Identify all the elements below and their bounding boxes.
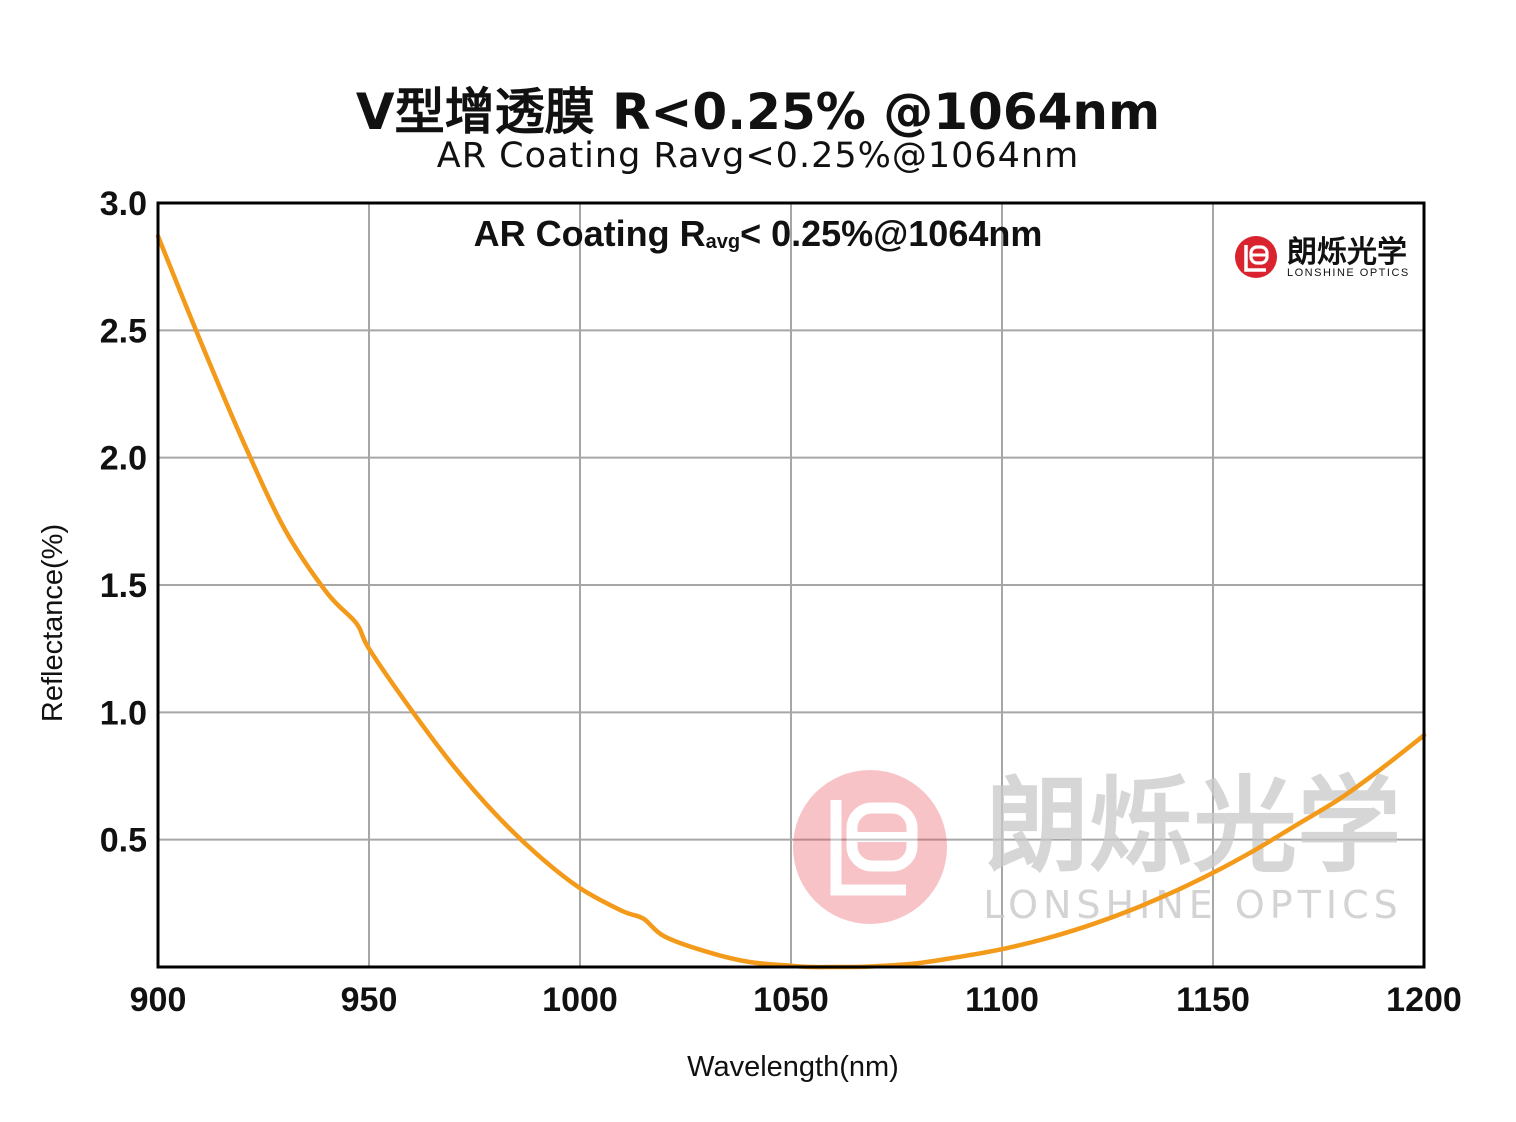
plot-annotation: AR Coating Ravg< 0.25%@1064nm: [474, 213, 1043, 254]
watermark-logo-icon: [793, 770, 947, 924]
y-tick-label: 3.0: [100, 185, 147, 223]
y-tick-label: 0.5: [100, 822, 147, 860]
x-tick-label: 1200: [1386, 981, 1462, 1019]
brand-logo: 朗烁光学 LONSHINE OPTICS: [1235, 235, 1410, 279]
x-tick-label: 1150: [1176, 981, 1250, 1019]
watermark-cn: 朗烁光学: [985, 765, 1401, 887]
y-tick-label: 2.0: [100, 440, 147, 478]
x-axis-ticks: 900 950 1000 1050 1100 1150 1200: [130, 981, 1462, 1019]
annotation-subscript: avg: [706, 231, 740, 253]
logo-icon: [1235, 236, 1277, 278]
reflectance-curve: [155, 233, 1427, 970]
y-axis-ticks: 0.5 1.0 1.5 2.0 2.5 3.0: [100, 185, 147, 860]
x-tick-label: 1100: [965, 981, 1039, 1019]
grid-lines: [158, 203, 1424, 967]
watermark: 朗烁光学 LONSHINE OPTICS: [793, 765, 1402, 927]
logo-en: LONSHINE OPTICS: [1287, 267, 1410, 279]
plot-frame: [156, 201, 1426, 969]
chart-title: V型增透膜 R<0.25% @1064nm: [355, 83, 1161, 141]
logo-cn: 朗烁光学: [1287, 235, 1407, 270]
y-tick-label: 2.5: [100, 312, 147, 350]
y-tick-label: 1.0: [100, 694, 147, 732]
x-tick-label: 1000: [542, 981, 618, 1019]
x-tick-label: 950: [341, 981, 398, 1019]
watermark-en: LONSHINE OPTICS: [983, 883, 1402, 927]
y-axis-label: Reflectance(%): [37, 524, 69, 722]
annotation-main: AR Coating R: [474, 213, 706, 254]
annotation-rest: < 0.25%@1064nm: [740, 213, 1042, 254]
x-axis-label: Wavelength(nm): [687, 1051, 899, 1083]
chart-subtitle: AR Coating Ravg<0.25%@1064nm: [436, 136, 1080, 176]
y-tick-label: 1.5: [100, 567, 147, 605]
x-tick-label: 1050: [753, 981, 829, 1019]
x-tick-label: 900: [130, 981, 187, 1019]
